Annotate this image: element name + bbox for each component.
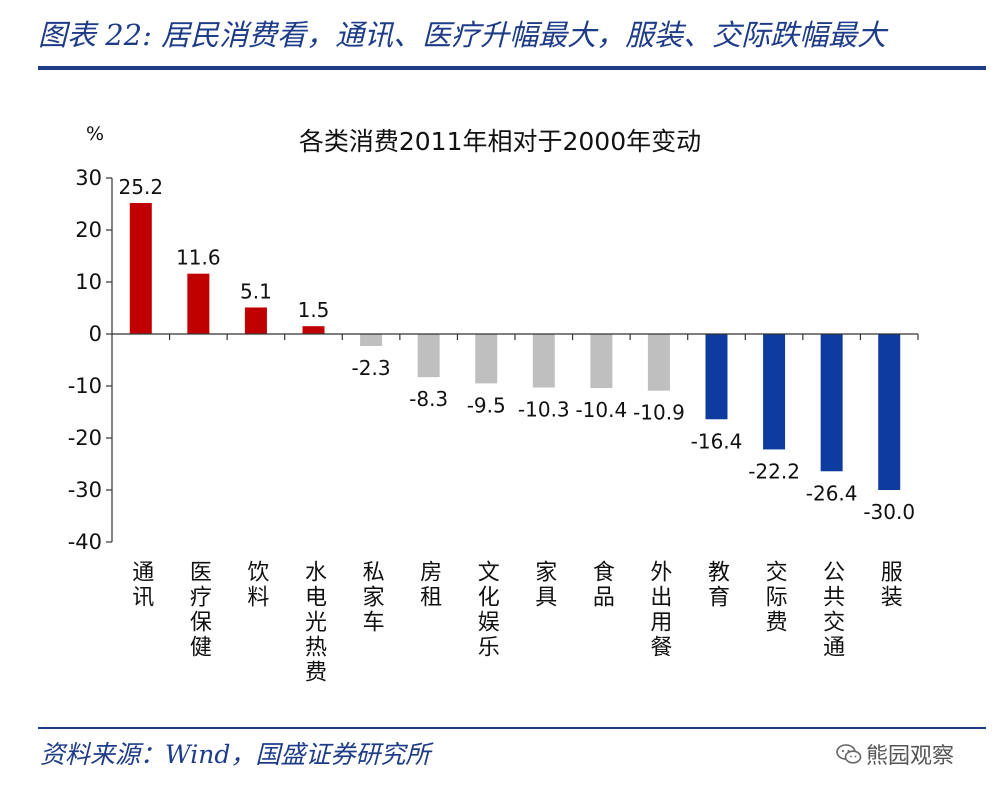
bar <box>360 334 383 346</box>
y-tick-label: 0 <box>89 322 102 346</box>
category-label: 房租 <box>416 560 442 610</box>
value-label: 1.5 <box>298 298 330 322</box>
y-tick-label: -10 <box>68 374 102 398</box>
value-label: -30.0 <box>863 500 915 524</box>
category-label: 交际费 <box>762 560 788 635</box>
wechat-icon <box>836 744 862 764</box>
y-tick-label: 10 <box>75 270 102 294</box>
y-tick-label: 20 <box>75 218 102 242</box>
bar <box>244 307 267 334</box>
bars: 25.2 11.6 5.1 1.5 -2.3 -8.3 -9.5 -10.3 -10.4 -10.… <box>119 175 916 524</box>
top-rule <box>38 66 986 70</box>
value-label: -22.2 <box>748 459 800 483</box>
value-label: -2.3 <box>352 356 391 380</box>
bar <box>820 334 843 472</box>
category-label: 饮料 <box>243 560 269 610</box>
value-label: 5.1 <box>240 279 272 303</box>
category-label: 通讯 <box>128 560 154 610</box>
category-label: 服装 <box>877 560 903 610</box>
watermark-text: 熊园观察 <box>866 744 955 769</box>
bar <box>187 273 210 334</box>
value-label: -26.4 <box>806 481 858 505</box>
bar <box>417 334 440 378</box>
category-label: 食品 <box>589 560 615 610</box>
value-label: -16.4 <box>691 429 743 453</box>
bar <box>763 334 786 450</box>
bar <box>878 334 901 490</box>
value-label: -10.3 <box>518 398 570 422</box>
figure-title: 图表 22: 居民消费看，通讯、医疗升幅最大，服装、交际跌幅最大 <box>38 18 887 52</box>
watermark: 熊园观察 <box>836 738 954 770</box>
y-tick-label: 30 <box>75 166 102 190</box>
bar <box>590 334 613 389</box>
y-axis-unit: % <box>86 123 104 145</box>
category-label: 教育 <box>704 560 730 610</box>
value-label: 11.6 <box>176 246 221 270</box>
value-label: -8.3 <box>409 387 448 411</box>
source-note: 资料来源：Wind，国盛证券研究所 <box>40 740 431 769</box>
category-label: 公共交通 <box>819 560 845 660</box>
category-label: 私家车 <box>359 560 385 635</box>
bar <box>532 334 555 388</box>
value-label: -10.9 <box>633 401 685 425</box>
y-tick-label: -30 <box>68 478 102 502</box>
value-label: -9.5 <box>467 393 506 417</box>
chart-title: 各类消费2011年相对于2000年变动 <box>299 127 701 156</box>
category-label: 水电光热费 <box>301 560 327 685</box>
bar <box>475 334 498 384</box>
x-axis: 通讯 医疗保健 饮料 水电光热费 私家车 房租 文化娱乐 家具 食品 外出用餐 教育 交际费 公共交通 服… <box>112 333 919 685</box>
value-label: 25.2 <box>119 175 164 199</box>
bar <box>129 202 152 334</box>
bar <box>705 334 728 420</box>
category-label: 医疗保健 <box>186 560 212 660</box>
bottom-rule <box>38 727 986 729</box>
category-label: 家具 <box>531 560 557 610</box>
value-label: -10.4 <box>575 398 627 422</box>
bar <box>647 334 670 391</box>
bar <box>302 326 325 334</box>
y-tick-label: -20 <box>68 426 102 450</box>
y-tick-label: -40 <box>68 530 102 554</box>
category-label: 外出用餐 <box>646 560 672 660</box>
y-axis: 30 20 10 0 -10 -20 -30 -40 <box>68 166 113 554</box>
category-label: 文化娱乐 <box>474 560 500 660</box>
